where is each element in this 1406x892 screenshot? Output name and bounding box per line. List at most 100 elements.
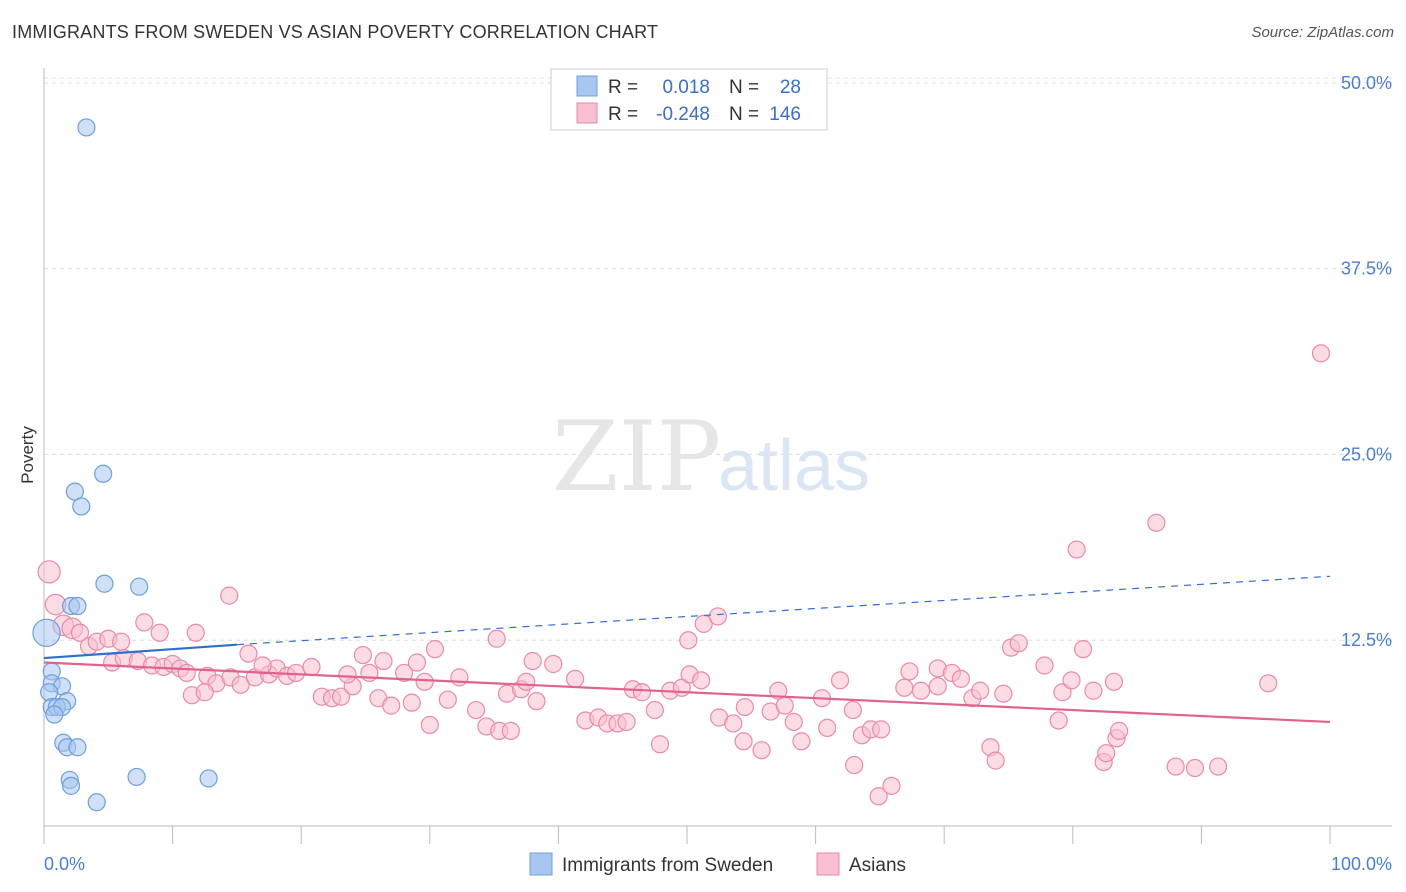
asians-point (523, 651, 542, 671)
watermark-atlas: atlas (718, 426, 870, 506)
asians-point (220, 586, 239, 605)
legend-n-value-asians: 146 (769, 104, 801, 125)
asians-point (253, 656, 272, 675)
asians-point (1084, 681, 1103, 700)
asians-point (830, 671, 850, 690)
asians-point (735, 697, 754, 717)
sweden-point (199, 769, 218, 788)
asians-point (112, 632, 131, 651)
asians-point (679, 631, 698, 650)
sweden-point (45, 705, 64, 724)
y-tick-label: 12.5% (1341, 630, 1392, 650)
legend-n-value-sweden: 28 (780, 77, 801, 98)
asians-point (338, 665, 357, 684)
sweden-point (127, 767, 146, 787)
asians-point (845, 755, 864, 775)
asians-point (1147, 513, 1166, 532)
asians-point (617, 712, 636, 732)
asians-point (784, 712, 803, 732)
asians-point (994, 684, 1013, 703)
asians-point (986, 751, 1005, 770)
grid-lines (44, 77, 1392, 641)
asians-point (694, 614, 713, 633)
sweden-point (130, 577, 149, 596)
sweden-point (94, 464, 113, 483)
asians-point (450, 668, 469, 687)
asians-point (843, 700, 862, 720)
asians-point (971, 681, 990, 700)
asians-point (900, 662, 919, 681)
sweden-point (72, 497, 91, 516)
asians-point (186, 623, 205, 642)
asians-point (724, 714, 743, 733)
asians-point (911, 681, 931, 700)
asians-point (928, 677, 947, 696)
asians-point (135, 613, 154, 632)
asians-point (415, 672, 434, 691)
legend-swatch-asians (576, 102, 598, 124)
y-tick-label: 37.5% (1341, 259, 1392, 279)
asians-point (195, 683, 214, 702)
asians-point (1067, 540, 1086, 559)
asians-point (1062, 671, 1081, 690)
asians-point (527, 692, 546, 711)
asians-point (70, 623, 90, 642)
asians-point (150, 623, 169, 642)
bottom-legend-swatch-asians (816, 852, 840, 876)
asians-point (645, 700, 664, 720)
asians-point (650, 735, 670, 754)
sweden-point (95, 574, 114, 593)
asians-point (1185, 758, 1205, 778)
asians-point (517, 672, 536, 691)
trend-line-asians (43, 661, 1331, 724)
asians-point (895, 678, 914, 697)
bottom-legend-label-asians: Asians (849, 855, 906, 876)
asians-point (353, 645, 373, 665)
asians-point (466, 700, 486, 720)
asians-point (734, 732, 753, 751)
legend-swatch-sweden (576, 75, 598, 97)
asians-point (1104, 672, 1124, 691)
legend-r-value-asians: -0.248 (656, 104, 710, 125)
asians-point (1109, 721, 1129, 740)
legend-n-label-asians: N = (729, 104, 759, 125)
asians-point (708, 607, 727, 626)
sweden-point (68, 738, 87, 757)
legend-n-label-sweden: N = (729, 77, 759, 98)
asians-point (818, 718, 837, 738)
asians-point (231, 675, 250, 694)
asians-point (37, 560, 61, 584)
asians-point (752, 741, 771, 760)
chart-source: Source: ZipAtlas.com (1251, 24, 1394, 41)
asians-point (382, 696, 401, 715)
watermark-zip: ZIP (552, 401, 721, 513)
bottom-legend-swatch-sweden (529, 852, 553, 876)
legend-r-label-sweden: R = (608, 77, 638, 98)
asians-point (331, 687, 351, 706)
asians-point (177, 663, 196, 683)
asians-point (1209, 757, 1228, 776)
trend-line-sweden (43, 643, 237, 660)
chart-title: IMMIGRANTS FROM SWEDEN VS ASIAN POVERTY … (12, 22, 659, 42)
legend-r-value-sweden: 0.018 (662, 77, 710, 98)
asians-point (1311, 344, 1331, 363)
asians-point (1259, 674, 1278, 693)
asians-point (882, 776, 901, 795)
asians-point (394, 663, 414, 683)
sweden-point (61, 776, 81, 795)
y-tick-label: 25.0% (1341, 444, 1392, 464)
asians-point (632, 683, 652, 702)
asians-point (1049, 711, 1068, 730)
legend-box: R = 0.018 N = 28 R = -0.248 N = 146 (550, 68, 828, 131)
sweden-point (77, 118, 96, 137)
trend-lines (43, 575, 1331, 724)
asians-point (1073, 640, 1093, 659)
asians-point (1035, 656, 1054, 675)
asians-point (374, 651, 393, 671)
asians-point (692, 671, 711, 690)
sweden-point (87, 793, 106, 812)
asians-point (869, 787, 888, 806)
x-tick-label: 100.0% (1331, 854, 1392, 874)
asians-point (420, 715, 439, 735)
